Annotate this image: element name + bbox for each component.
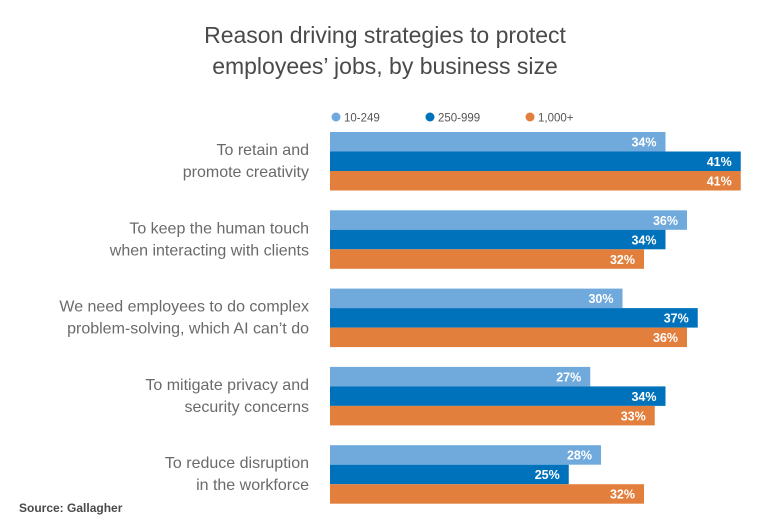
- category-label: We need employees to do complex: [59, 299, 309, 316]
- legend-label: 10-249: [344, 113, 380, 125]
- data-label: 25%: [535, 468, 560, 482]
- chart-title: Reason driving strategies to protect emp…: [0, 20, 770, 82]
- data-label: 34%: [631, 136, 656, 150]
- source-note: Source: Gallagher: [19, 501, 123, 515]
- data-label: 41%: [707, 175, 732, 189]
- bar: [330, 464, 569, 485]
- category-label: To reduce disruption: [165, 455, 309, 472]
- bar: [330, 288, 623, 309]
- title-line: employees’ jobs, by business size: [212, 53, 558, 79]
- bar: [330, 229, 666, 250]
- legend-label: 250-999: [438, 113, 480, 125]
- bar: [330, 132, 666, 152]
- bar: [330, 327, 687, 348]
- data-label: 32%: [610, 488, 635, 502]
- bar: [330, 171, 741, 191]
- title-line: Reason driving strategies to protect: [204, 22, 566, 48]
- data-label: 27%: [556, 370, 581, 384]
- data-label: 36%: [653, 331, 678, 345]
- category-label: in the workforce: [196, 477, 309, 494]
- bar: [330, 210, 687, 230]
- data-label: 37%: [664, 312, 689, 326]
- bar: [330, 366, 591, 387]
- data-label: 36%: [653, 214, 678, 228]
- data-label: 30%: [588, 292, 613, 306]
- category-label: promote creativity: [183, 164, 309, 181]
- bar: [330, 386, 666, 406]
- bar: [330, 151, 741, 171]
- bar: [330, 249, 644, 269]
- legend-label: 1,000+: [538, 113, 574, 125]
- data-label: 33%: [621, 409, 646, 423]
- data-label: 32%: [610, 253, 635, 267]
- category-label: when interacting with clients: [109, 242, 309, 259]
- data-label: 34%: [631, 233, 656, 247]
- category-label: To retain and: [216, 142, 309, 159]
- category-label: security concerns: [185, 399, 310, 416]
- bar: [330, 445, 601, 465]
- category-label: To mitigate privacy and: [145, 377, 309, 394]
- legend-marker: [525, 112, 535, 122]
- category-label: To keep the human touch: [129, 220, 309, 237]
- data-label: 34%: [631, 390, 656, 404]
- legend-marker: [425, 112, 435, 122]
- bar: [330, 405, 655, 426]
- legend-marker: [331, 112, 341, 122]
- bar: [330, 308, 698, 328]
- category-label: problem-solving, which AI can’t do: [67, 321, 309, 338]
- data-label: 41%: [707, 155, 732, 169]
- bar: [330, 484, 644, 504]
- data-label: 28%: [567, 449, 592, 463]
